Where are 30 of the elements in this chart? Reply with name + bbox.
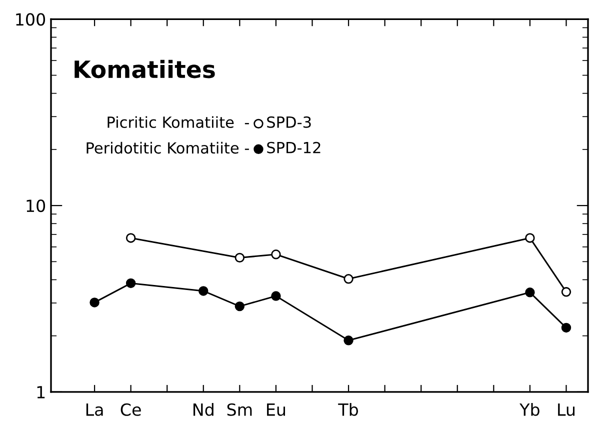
y-tick-label: 1: [37, 386, 45, 398]
x-tick-label: Lu: [558, 404, 574, 416]
y-tick-label: 100: [16, 13, 46, 26]
legend-label: SPD-12: [267, 142, 320, 154]
x-tick-label: Sm: [227, 403, 252, 416]
point: [525, 288, 535, 298]
point: [271, 250, 281, 260]
x-tick-label: Yb: [520, 403, 540, 416]
legend-label: SPD-3: [267, 116, 311, 128]
point: [561, 322, 572, 333]
point: [198, 286, 208, 296]
point: [525, 233, 535, 243]
point: [90, 298, 100, 308]
point: [561, 287, 572, 297]
x-tick-label: Eu: [267, 404, 285, 416]
point: [126, 278, 136, 288]
x-tick-label: Tb: [338, 403, 358, 416]
point: [234, 301, 245, 312]
y-tick-label: 10: [26, 200, 46, 212]
point: [344, 336, 354, 346]
text: Komatiites: [74, 60, 215, 78]
annotation: Picritic Komatiite -: [108, 116, 249, 128]
point: [344, 274, 354, 284]
point: [126, 233, 136, 243]
annotation: Peridotitic Komatiite -: [86, 142, 249, 154]
x-tick-label: Ce: [120, 403, 141, 416]
point: [234, 252, 245, 263]
x-tick-label: Nd: [194, 403, 214, 416]
point: [271, 291, 281, 301]
x-tick-label: La: [86, 404, 103, 416]
